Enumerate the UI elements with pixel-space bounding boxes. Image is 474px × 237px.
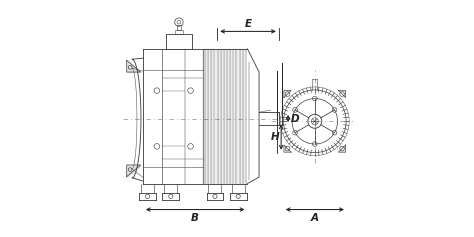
Polygon shape	[338, 90, 346, 98]
Text: A: A	[311, 213, 319, 223]
Polygon shape	[127, 165, 141, 177]
Polygon shape	[284, 145, 291, 152]
Text: B: B	[191, 213, 199, 223]
Polygon shape	[284, 90, 291, 98]
Polygon shape	[338, 145, 346, 152]
Text: H: H	[270, 132, 279, 142]
Text: E: E	[245, 19, 252, 29]
Polygon shape	[127, 60, 141, 72]
Text: D: D	[291, 114, 300, 123]
